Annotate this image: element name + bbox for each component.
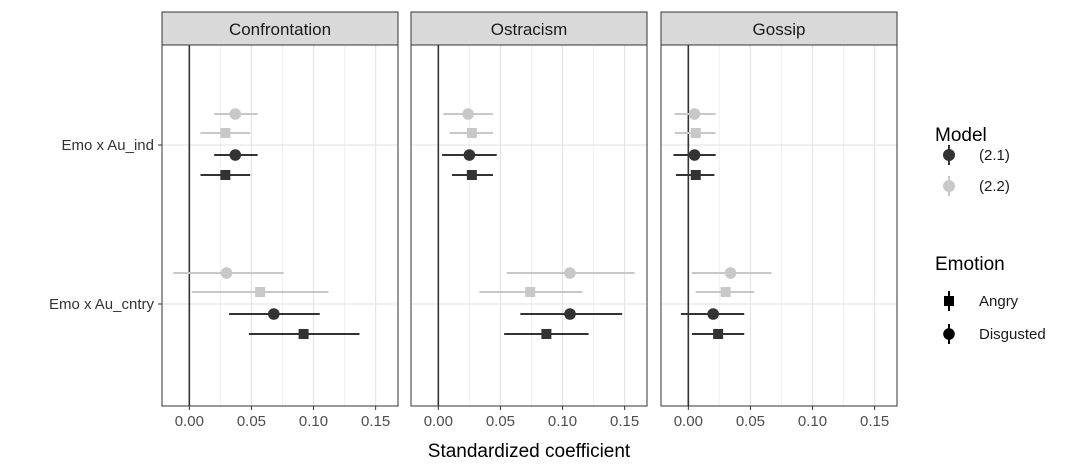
- x-tick-label: 0.05: [736, 413, 765, 430]
- panel-title: Ostracism: [491, 20, 568, 39]
- point-estimate: [267, 308, 280, 320]
- point-estimate: [463, 149, 476, 161]
- point-estimate: [525, 287, 536, 297]
- panel-title: Confrontation: [229, 20, 331, 39]
- x-tick-label: 0.15: [610, 413, 639, 430]
- legend-title-emotion: Emotion: [935, 254, 1005, 275]
- point-estimate: [298, 329, 309, 339]
- point-estimate: [564, 267, 576, 279]
- point-estimate: [229, 108, 242, 120]
- panel-confrontation: Confrontation 0.00 0.05 0.10 0.15: [161, 11, 399, 430]
- x-tick-label: 0.00: [175, 413, 204, 430]
- point-estimate: [720, 287, 731, 297]
- panel-strip: [161, 11, 399, 46]
- x-tick-label: 0.15: [860, 413, 889, 430]
- panel-gossip: Gossip 0.00 0.05 0.10 0.15: [660, 11, 898, 430]
- legend-key-marker: [943, 328, 955, 340]
- panel-strip: [410, 11, 648, 46]
- point-estimate: [564, 308, 576, 320]
- legend-label: Angry: [979, 293, 1019, 310]
- point-estimate: [229, 149, 242, 161]
- point-estimate: [462, 108, 474, 120]
- x-tick-label: 0.00: [424, 413, 453, 430]
- point-estimate: [724, 267, 737, 279]
- x-tick-label: 0.10: [548, 413, 577, 430]
- point-estimate: [255, 287, 266, 297]
- legend-key-marker: [943, 180, 955, 192]
- point-estimate: [541, 329, 552, 339]
- panel-strip: [660, 11, 898, 46]
- point-estimate: [220, 170, 231, 180]
- point-estimate: [688, 149, 701, 161]
- panel-ostracism: Ostracism 0.00 0.05 0.10 0.15: [410, 11, 648, 430]
- point-estimate: [690, 170, 701, 180]
- legend-title-model: Model: [935, 125, 987, 146]
- legend-key-marker: [944, 296, 954, 306]
- x-tick-label: 0.05: [237, 413, 266, 430]
- point-estimate: [220, 128, 231, 138]
- point-estimate: [466, 170, 477, 180]
- plot-background: [661, 45, 897, 406]
- plot-background: [162, 45, 398, 406]
- point-estimate: [688, 108, 701, 120]
- panel-border: [660, 44, 898, 407]
- panel-border: [161, 44, 399, 407]
- x-tick-label: 0.10: [798, 413, 827, 430]
- x-tick-label: 0.15: [361, 413, 390, 430]
- point-estimate: [690, 128, 701, 138]
- y-tick-label: Emo x Au_ind: [61, 137, 154, 154]
- point-estimate: [466, 128, 477, 138]
- plot-background: [411, 45, 647, 406]
- y-tick-label: Emo x Au_cntry: [49, 296, 155, 313]
- legend-label: (2.2): [979, 178, 1010, 195]
- x-tick-label: 0.05: [486, 413, 515, 430]
- point-estimate: [220, 267, 233, 279]
- point-estimate: [707, 308, 719, 320]
- legend-label: Disgusted: [979, 326, 1046, 343]
- legend: Model(2.1) (2.2) Emotion Angry Disgusted: [935, 125, 1046, 344]
- legend-key-marker: [943, 149, 955, 161]
- panel-border: [410, 44, 648, 407]
- x-tick-label: 0.00: [674, 413, 703, 430]
- x-axis-title: Standardized coefficient: [428, 441, 631, 462]
- legend-label: (2.1): [979, 147, 1010, 164]
- panel-title: Gossip: [753, 20, 806, 39]
- point-estimate: [713, 329, 724, 339]
- x-tick-label: 0.10: [299, 413, 328, 430]
